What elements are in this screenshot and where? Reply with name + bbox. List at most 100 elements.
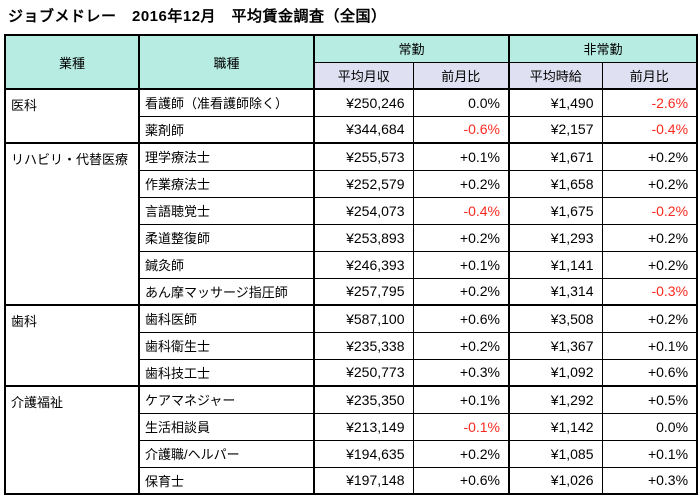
hourly-wage-cell: ¥1,658 — [508, 169, 603, 198]
table-row: 言語聴覚士 ¥254,073 -0.4% ¥1,675 -0.2% — [5, 196, 698, 225]
monthly-salary-cell: ¥255,573 — [313, 142, 414, 171]
hourly-wage-cell: ¥1,085 — [508, 439, 603, 468]
hourly-wage-cell: ¥1,142 — [508, 412, 603, 441]
occupation-cell: 介護職/ヘルパー — [138, 439, 315, 468]
hourly-mom-cell: +0.1% — [601, 439, 698, 468]
table-row: 介護福祉 ケアマネジャー ¥235,350 +0.1% ¥1,292 +0.5% — [4, 385, 698, 495]
table-row: 鍼灸師 ¥246,393 +0.1% ¥1,141 +0.2% — [5, 250, 698, 279]
industry-cell: 介護福祉 — [4, 385, 140, 495]
industry-cell: 医科 — [4, 88, 140, 144]
monthly-mom-cell: -0.1% — [412, 412, 510, 441]
monthly-salary-cell: ¥235,350 — [313, 385, 414, 414]
occupation-cell: 薬剤師 — [138, 115, 315, 144]
monthly-mom-cell: +0.2% — [412, 331, 510, 360]
table-row: 歯科技工士 ¥250,773 +0.3% ¥1,092 +0.6% — [5, 358, 698, 387]
monthly-salary-cell: ¥235,338 — [313, 331, 414, 360]
monthly-salary-cell: ¥250,246 — [313, 88, 414, 117]
table-row: 薬剤師 ¥344,684 -0.6% ¥2,157 -0.4% — [5, 115, 698, 144]
monthly-salary-cell: ¥194,635 — [313, 439, 414, 468]
col-header-occupation: 職種 — [138, 34, 315, 90]
monthly-salary-cell: ¥197,148 — [313, 466, 414, 495]
hourly-wage-cell: ¥1,026 — [508, 466, 603, 495]
col-header-fulltime: 常勤 — [312, 34, 510, 63]
col-header-industry: 業種 — [4, 34, 140, 90]
table-row: 柔道整復師 ¥253,893 +0.2% ¥1,293 +0.2% — [5, 223, 698, 252]
industry-cell: 歯科 — [4, 304, 140, 387]
hourly-mom-cell: +0.3% — [601, 466, 698, 495]
occupation-cell: 作業療法士 — [138, 169, 315, 198]
hourly-mom-cell: -0.3% — [601, 277, 698, 306]
occupation-cell: 歯科医師 — [138, 304, 315, 333]
occupation-cell: 看護師（准看護師除く） — [138, 88, 315, 117]
monthly-mom-cell: +0.6% — [412, 304, 510, 333]
col-header-avg-monthly: 平均月収 — [313, 61, 414, 90]
occupation-cell: 生活相談員 — [138, 412, 315, 441]
monthly-mom-cell: +0.6% — [412, 466, 510, 495]
table-row: 作業療法士 ¥252,579 +0.2% ¥1,658 +0.2% — [5, 169, 698, 198]
hourly-wage-cell: ¥1,141 — [508, 250, 603, 279]
wage-table: 業種 職種 常勤 非常勤 平均月収 前月比 平均時給 前月比 医科 看護師（准看… — [4, 34, 699, 495]
occupation-cell: 保育士 — [138, 466, 315, 495]
hourly-wage-cell: ¥1,675 — [508, 196, 603, 225]
col-header-avg-hourly: 平均時給 — [508, 61, 603, 90]
monthly-salary-cell: ¥253,893 — [313, 223, 414, 252]
hourly-mom-cell: -0.2% — [601, 196, 698, 225]
monthly-mom-cell: +0.2% — [412, 223, 510, 252]
hourly-mom-cell: +0.2% — [601, 304, 698, 333]
header-row-sub: 平均月収 前月比 平均時給 前月比 — [5, 61, 698, 90]
hourly-wage-cell: ¥1,292 — [508, 385, 603, 414]
monthly-mom-cell: +0.1% — [412, 250, 510, 279]
monthly-salary-cell: ¥246,393 — [313, 250, 414, 279]
hourly-mom-cell: +0.5% — [601, 385, 698, 414]
monthly-salary-cell: ¥252,579 — [313, 169, 414, 198]
table-row: 保育士 ¥197,148 +0.6% ¥1,026 +0.3% — [5, 466, 698, 495]
hourly-mom-cell: -2.6% — [601, 88, 698, 117]
monthly-mom-cell: +0.2% — [412, 169, 510, 198]
col-header-mom-parttime: 前月比 — [601, 61, 698, 90]
occupation-cell: 理学療法士 — [138, 142, 315, 171]
occupation-cell: 歯科衛生士 — [138, 331, 315, 360]
industry-cell: リハビリ・代替医療 — [4, 142, 140, 306]
hourly-wage-cell: ¥1,490 — [508, 88, 603, 117]
monthly-mom-cell: +0.3% — [412, 358, 510, 387]
hourly-mom-cell: -0.4% — [601, 115, 698, 144]
table-row: 介護職/ヘルパー ¥194,635 +0.2% ¥1,085 +0.1% — [5, 439, 698, 468]
hourly-mom-cell: 0.0% — [601, 412, 698, 441]
monthly-mom-cell: +0.1% — [412, 142, 510, 171]
occupation-cell: 鍼灸師 — [138, 250, 315, 279]
table-row: リハビリ・代替医療 理学療法士 ¥255,573 +0.1% ¥1,671 +0… — [4, 142, 698, 306]
occupation-cell: ケアマネジャー — [138, 385, 315, 414]
monthly-mom-cell: +0.2% — [412, 439, 510, 468]
table-body: 医科 看護師（准看護師除く） ¥250,246 0.0% ¥1,490 -2.6… — [4, 88, 698, 495]
occupation-cell: あん摩マッサージ指圧師 — [138, 277, 315, 306]
hourly-wage-cell: ¥1,092 — [508, 358, 603, 387]
monthly-salary-cell: ¥213,149 — [313, 412, 414, 441]
hourly-wage-cell: ¥2,157 — [508, 115, 603, 144]
monthly-mom-cell: 0.0% — [412, 88, 510, 117]
table-row: 医科 看護師（准看護師除く） ¥250,246 0.0% ¥1,490 -2.6… — [4, 88, 698, 144]
table-row: 生活相談員 ¥213,149 -0.1% ¥1,142 0.0% — [5, 412, 698, 441]
hourly-mom-cell: +0.6% — [601, 358, 698, 387]
hourly-mom-cell: +0.2% — [601, 223, 698, 252]
monthly-salary-cell: ¥344,684 — [313, 115, 414, 144]
hourly-mom-cell: +0.1% — [601, 331, 698, 360]
table-row: 歯科 歯科医師 ¥587,100 +0.6% ¥3,508 +0.2% — [4, 304, 698, 387]
monthly-salary-cell: ¥257,795 — [313, 277, 414, 306]
hourly-wage-cell: ¥3,508 — [508, 304, 603, 333]
hourly-wage-cell: ¥1,671 — [508, 142, 603, 171]
hourly-wage-cell: ¥1,293 — [508, 223, 603, 252]
occupation-cell: 歯科技工士 — [138, 358, 315, 387]
monthly-mom-cell: +0.1% — [412, 385, 510, 414]
table-header: 業種 職種 常勤 非常勤 平均月収 前月比 平均時給 前月比 — [4, 34, 698, 90]
hourly-wage-cell: ¥1,314 — [508, 277, 603, 306]
header-row-top: 業種 職種 常勤 非常勤 — [4, 34, 698, 90]
monthly-salary-cell: ¥250,773 — [313, 358, 414, 387]
hourly-mom-cell: +0.2% — [601, 250, 698, 279]
occupation-cell: 言語聴覚士 — [138, 196, 315, 225]
monthly-salary-cell: ¥254,073 — [313, 196, 414, 225]
monthly-salary-cell: ¥587,100 — [313, 304, 414, 333]
monthly-mom-cell: -0.4% — [412, 196, 510, 225]
occupation-cell: 柔道整復師 — [138, 223, 315, 252]
page-title: ジョブメドレー 2016年12月 平均賃金調査（全国） — [8, 8, 387, 25]
